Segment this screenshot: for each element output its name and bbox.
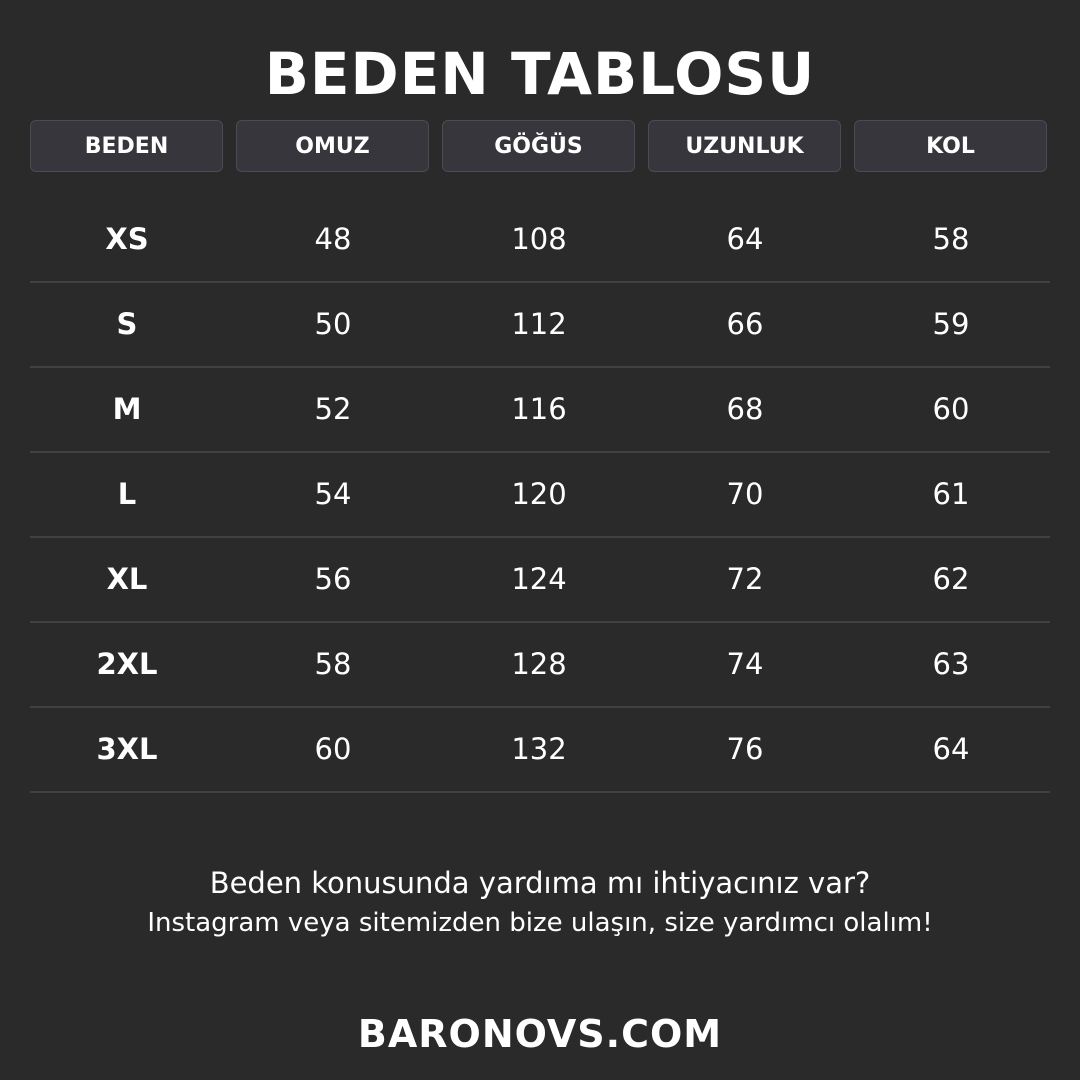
table-row: 2XL 58 128 74 63: [30, 621, 1050, 708]
measurement-cell: 60: [932, 391, 970, 426]
header-kol: KOL: [854, 120, 1047, 172]
measurement-cell: 59: [932, 306, 970, 341]
measurement-cell: 120: [511, 476, 567, 511]
size-label: XL: [106, 561, 148, 596]
measurement-cell: 60: [314, 731, 352, 766]
table-row: XS 48 108 64 58: [30, 196, 1050, 283]
measurement-cell: 74: [726, 646, 764, 681]
measurement-cell: 48: [314, 221, 352, 256]
measurement-cell: 62: [932, 561, 970, 596]
header-uzunluk: UZUNLUK: [648, 120, 841, 172]
measurement-cell: 63: [932, 646, 970, 681]
size-label: XS: [105, 221, 149, 256]
measurement-cell: 70: [726, 476, 764, 511]
measurement-cell: 54: [314, 476, 352, 511]
measurement-cell: 68: [726, 391, 764, 426]
table-row: L 54 120 70 61: [30, 451, 1050, 538]
help-contact: Instagram veya sitemizden bize ulaşın, s…: [147, 908, 933, 938]
size-label: L: [117, 476, 137, 511]
measurement-cell: 61: [932, 476, 970, 511]
measurement-cell: 50: [314, 306, 352, 341]
header-gogus: GÖĞÜS: [442, 120, 635, 172]
page-title: BEDEN TABLOSU: [264, 40, 816, 108]
measurement-cell: 52: [314, 391, 352, 426]
measurement-cell: 64: [932, 731, 970, 766]
table-row: XL 56 124 72 62: [30, 536, 1050, 623]
table-row: 3XL 60 132 76 64: [30, 706, 1050, 793]
size-label: M: [112, 391, 142, 426]
header-omuz: OMUZ: [236, 120, 429, 172]
measurement-cell: 128: [511, 646, 567, 681]
measurement-cell: 76: [726, 731, 764, 766]
header-beden: BEDEN: [30, 120, 223, 172]
measurement-cell: 132: [511, 731, 567, 766]
measurement-cell: 108: [511, 221, 567, 256]
measurement-cell: 72: [726, 561, 764, 596]
measurement-cell: 116: [511, 391, 567, 426]
size-label: 3XL: [96, 731, 158, 766]
size-label: S: [116, 306, 138, 341]
measurement-cell: 58: [314, 646, 352, 681]
table-row: S 50 112 66 59: [30, 281, 1050, 368]
table-row: M 52 116 68 60: [30, 366, 1050, 453]
help-question: Beden konusunda yardıma mı ihtiyacınız v…: [209, 866, 871, 900]
measurement-cell: 124: [511, 561, 567, 596]
measurement-cell: 64: [726, 221, 764, 256]
measurement-cell: 112: [511, 306, 567, 341]
measurement-cell: 56: [314, 561, 352, 596]
measurement-cell: 66: [726, 306, 764, 341]
size-label: 2XL: [96, 646, 158, 681]
measurement-cell: 58: [932, 221, 970, 256]
brand-website: BARONOVS.COM: [357, 1012, 723, 1056]
